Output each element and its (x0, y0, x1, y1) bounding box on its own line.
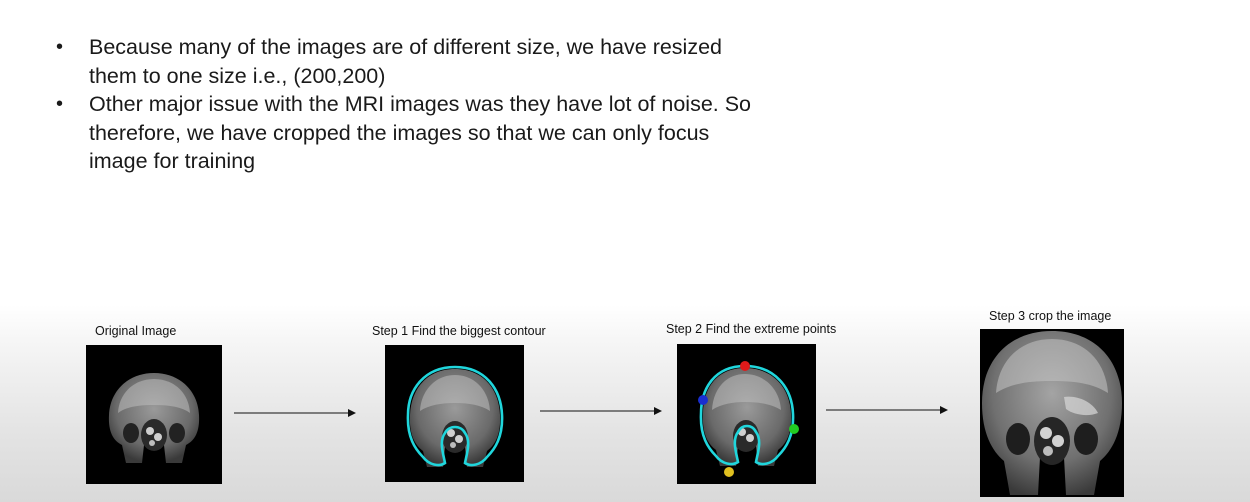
bullet-text: Because many of the images are of differ… (89, 35, 723, 88)
contour-outline (406, 365, 504, 467)
bullet-icon: • (56, 93, 64, 115)
arrow-icon (826, 404, 948, 416)
caption-step2: Step 2 Find the extreme points (666, 322, 837, 336)
bullet-text: Other major issue with the MRI images wa… (89, 92, 752, 173)
bullet-item: • Because many of the images are of diff… (56, 33, 756, 90)
arrow-icon (234, 407, 356, 419)
bullet-item: • Other major issue with the MRI images … (56, 90, 756, 176)
extreme-point-left (698, 395, 708, 405)
bullet-icon: • (56, 36, 64, 58)
arrow-icon (540, 405, 662, 417)
bullet-list: • Because many of the images are of diff… (56, 33, 756, 176)
contour-mri-image (385, 345, 524, 482)
caption-original: Original Image (95, 324, 177, 338)
extreme-point-top (740, 361, 750, 371)
extreme-point-right (789, 424, 799, 434)
cropped-mri-image (980, 329, 1124, 497)
caption-step1: Step 1 Find the biggest contour (372, 324, 546, 338)
extreme-point-bottom (724, 467, 734, 477)
caption-step3: Step 3 crop the image (989, 309, 1112, 323)
original-mri-image (86, 345, 222, 484)
extreme-points-mri-image (677, 344, 816, 484)
